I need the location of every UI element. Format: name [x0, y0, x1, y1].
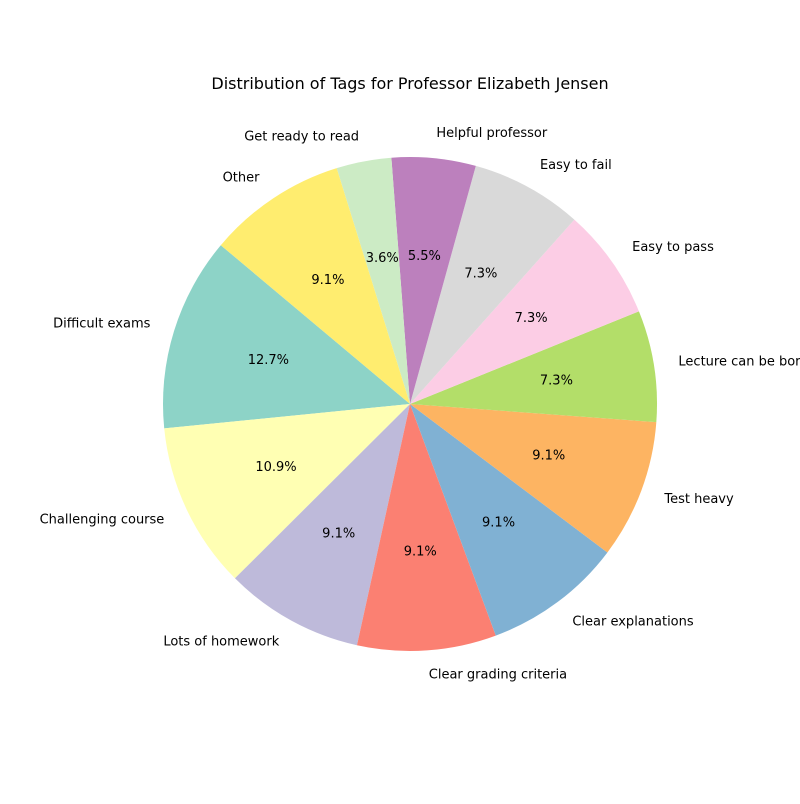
pie-pct-label: 9.1%	[404, 544, 437, 559]
pie-category-label: Get ready to read	[244, 130, 359, 145]
pie-slice-clear-explanations	[410, 404, 608, 636]
pie-category-label: Other	[223, 170, 261, 185]
pie-category-label: Lecture can be boring	[678, 354, 800, 369]
pie-pct-label: 3.6%	[366, 251, 399, 266]
pie-category-label: Easy to pass	[632, 240, 714, 255]
pie-slice-helpful-professor	[391, 156, 476, 404]
pie-slice-test-heavy	[410, 404, 657, 553]
pie-category-label: Easy to fail	[540, 158, 612, 173]
pie-slice-get-ready-to-read	[336, 157, 410, 404]
pie-category-label: Clear explanations	[572, 614, 694, 629]
pie-pct-label: 9.1%	[322, 526, 355, 541]
pie-slice-lots-of-homework	[234, 404, 410, 646]
pie-category-label: Test heavy	[663, 492, 734, 507]
pie-pct-label: 10.9%	[255, 460, 296, 475]
pie-category-label: Lots of homework	[163, 635, 279, 650]
pie-category-label: Clear grading criteria	[429, 668, 567, 683]
pie-slice-easy-to-fail	[410, 165, 575, 404]
pie-category-label: Helpful professor	[436, 126, 548, 141]
pie-slice-difficult-exams	[163, 245, 410, 429]
pie-slices	[163, 156, 657, 651]
chart-title: Distribution of Tags for Professor Eliza…	[211, 74, 608, 93]
pie-labels: 12.7% Difficult exams 10.9% Challenging cou…	[40, 126, 800, 682]
pie-slice-challenging-course	[164, 404, 410, 579]
pie-pct-label: 7.3%	[515, 311, 548, 326]
pie-slice-easy-to-pass	[410, 219, 639, 404]
pie-slice-lecture-can-be-boring	[410, 311, 657, 423]
pie-slice-clear-grading-criteria	[356, 404, 496, 651]
pie-category-label: Difficult exams	[53, 316, 151, 331]
pie-slice-other	[220, 168, 410, 404]
pie-pct-label: 9.1%	[311, 273, 344, 288]
pie-pct-label: 5.5%	[408, 249, 441, 264]
pie-category-label: Challenging course	[40, 513, 165, 528]
pie-pct-label: 7.3%	[464, 266, 497, 281]
pie-pct-label: 12.7%	[248, 353, 289, 368]
pie-pct-label: 9.1%	[482, 515, 515, 530]
pie-pct-label: 9.1%	[532, 449, 565, 464]
pie-pct-label: 7.3%	[540, 374, 573, 389]
